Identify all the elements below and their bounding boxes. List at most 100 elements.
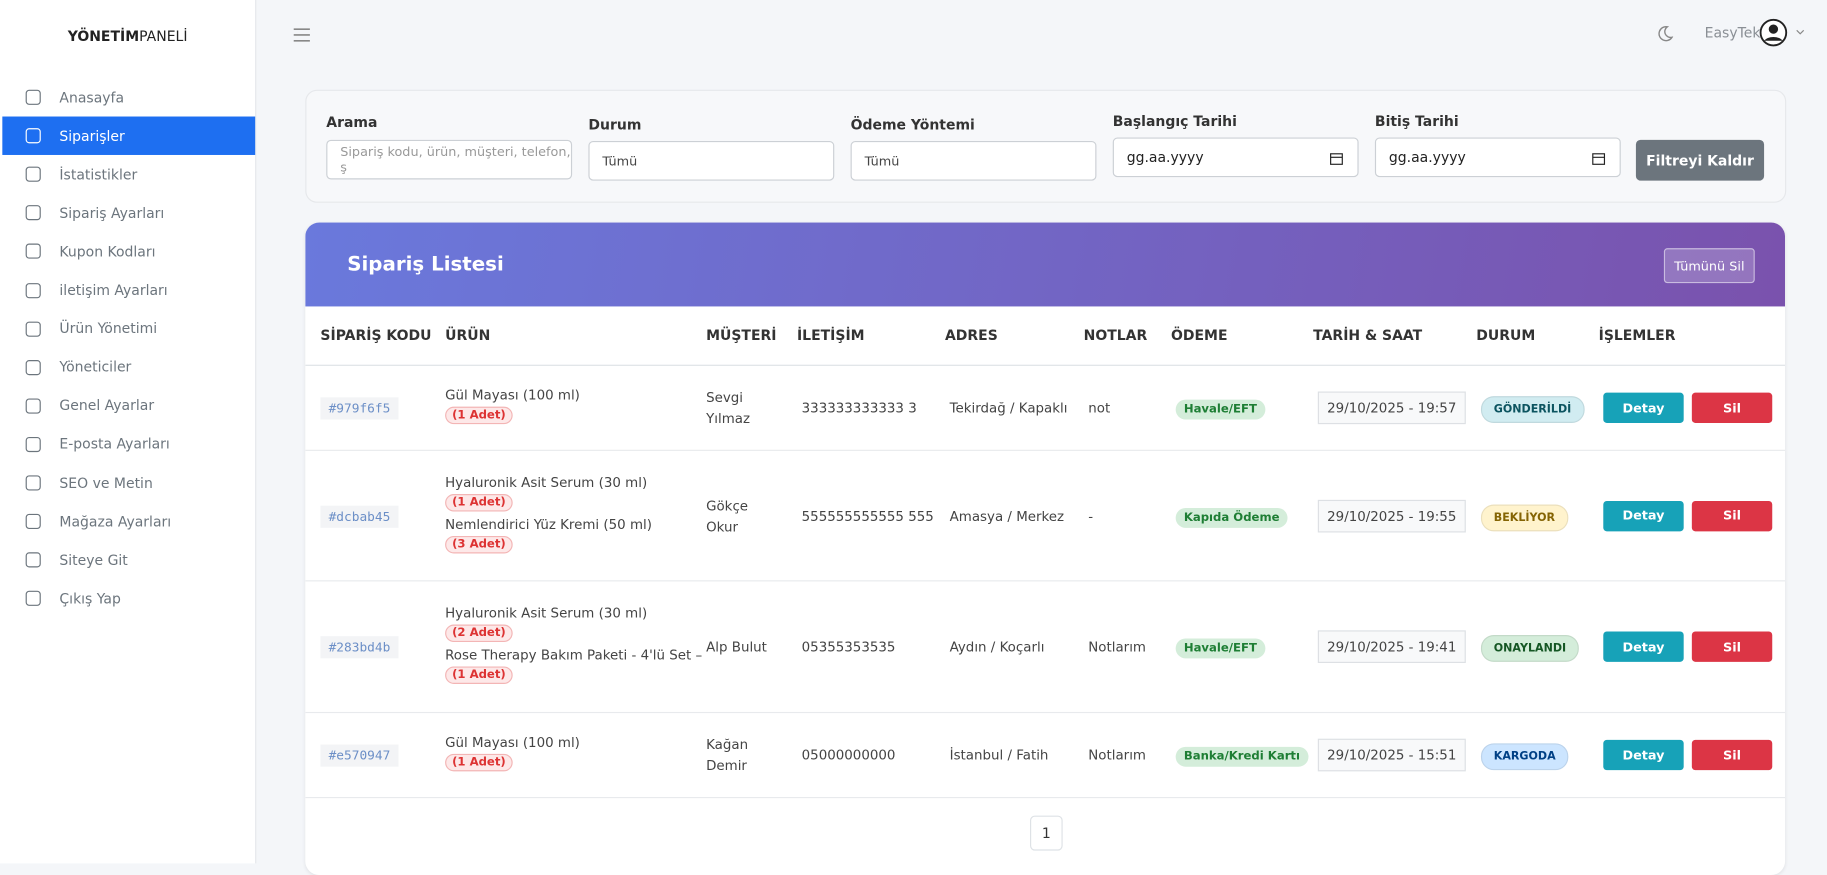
start-date[interactable]: gg.aa.yyyy: [1112, 137, 1359, 178]
menu-item[interactable]: iletişim Ayarları: [2, 271, 255, 309]
detail-button[interactable]: Detay: [1603, 500, 1684, 531]
search-label: Arama: [326, 114, 378, 131]
menu-item[interactable]: E-posta Ayarları: [2, 425, 255, 463]
payment-badge: Kapıda Ödeme: [1175, 507, 1288, 528]
menu-label[interactable]: İstatistikler: [59, 166, 138, 183]
menu-label[interactable]: Siparişler: [59, 127, 125, 145]
order-code[interactable]: #e570947: [320, 744, 399, 767]
menu-item[interactable]: Sipariş Ayarları: [2, 194, 255, 232]
menu-item[interactable]: SEO ve Metin: [2, 464, 255, 502]
menu-label[interactable]: Kupon Kodları: [59, 243, 156, 260]
detail-button[interactable]: Detay: [1603, 392, 1684, 423]
menu-icon: [25, 398, 41, 414]
menu-label[interactable]: Çıkış Yap: [59, 590, 121, 607]
menu-label[interactable]: Siteye Git: [59, 551, 128, 569]
menu-label[interactable]: SEO ve Metin: [59, 474, 153, 492]
cell: KARGODA: [1480, 743, 1603, 771]
menu-label[interactable]: Ürün Yönetimi: [59, 320, 158, 337]
column-header: DURUM: [1476, 327, 1536, 344]
customer: Gökçe Okur: [706, 496, 749, 535]
menu-item[interactable]: İstatistikler: [2, 155, 255, 193]
address: Tekirdağ / Kapaklı: [949, 399, 1068, 416]
order-table: Sipariş Listesi Tümünü Sil SİPARİŞ KODU Ü…: [305, 222, 1786, 875]
end-date[interactable]: gg.aa.yyyy: [1374, 137, 1621, 178]
delete-button[interactable]: Sil: [1691, 500, 1773, 531]
column-header: ADRES: [944, 327, 998, 344]
payment-badge: Banka/Kredi Kartı: [1175, 746, 1309, 767]
table-row: #979f6f5 Gül Mayası (100 ml) (1 Adet) Sevgi…: [305, 366, 1786, 451]
menu-label[interactable]: E-posta Ayarları: [59, 436, 170, 453]
cell: ONAYLANDI: [1480, 635, 1603, 662]
cell: Hyaluronik Asit Serum (30 ml) (1 Adet) Nem…: [445, 474, 706, 558]
status-badge: KARGODA: [1480, 743, 1569, 771]
detail-button[interactable]: Detay: [1603, 739, 1684, 771]
menu-label[interactable]: Genel Ayarlar: [59, 397, 155, 414]
menu-item[interactable]: Çıkış Yap: [2, 579, 255, 617]
menu-label[interactable]: iletişim Ayarları: [59, 281, 168, 299]
payment-badge: Havale/EFT: [1175, 638, 1266, 659]
user-name[interactable]: EasyTek: [1704, 24, 1761, 41]
payment-badge: Havale/EFT: [1175, 399, 1266, 420]
menu-item[interactable]: Siteye Git: [2, 541, 255, 579]
search-input[interactable]: Sipariş kodu, ürün, müşteri, telefon, ş: [326, 139, 573, 180]
brand-bold: YÖNETİM: [67, 27, 140, 45]
notes: Notlarım: [1088, 638, 1146, 655]
menu-icon: [25, 552, 41, 568]
delete-all-button[interactable]: Tümünü Sil: [1663, 248, 1755, 284]
cell: 29/10/2025 - 19:55: [1317, 499, 1481, 532]
clear-filter-button[interactable]: Filtreyi Kaldır: [1635, 139, 1765, 181]
menu-icon: [25, 436, 41, 452]
product-qty: (2 Adet): [445, 624, 513, 643]
menu-item[interactable]: Genel Ayarlar: [2, 387, 255, 425]
menu-label[interactable]: Sipariş Ayarları: [59, 204, 165, 222]
menu-icon: [25, 205, 41, 221]
order-code[interactable]: #283bd4b: [320, 636, 399, 659]
menu-item[interactable]: Mağaza Ayarları: [2, 502, 255, 540]
page-button[interactable]: 1: [1030, 815, 1063, 851]
address: Amasya / Merkez: [949, 507, 1065, 524]
theme-toggle[interactable]: [1657, 26, 1674, 42]
menu-item[interactable]: Yöneticiler: [2, 348, 255, 386]
delete-button[interactable]: Sil: [1691, 392, 1773, 423]
cell: Detay Sil: [1603, 631, 1780, 662]
delete-button[interactable]: Sil: [1691, 739, 1773, 771]
calendar-icon: [1592, 153, 1606, 165]
status-select[interactable]: Tümü: [588, 140, 835, 181]
phone: 555555555555 555: [801, 507, 934, 524]
detail-button[interactable]: Detay: [1603, 631, 1684, 662]
calendar-icon: [1330, 153, 1343, 165]
status-badge: GÖNDERİLDİ: [1480, 396, 1585, 423]
menu-toggle[interactable]: [293, 28, 310, 42]
notes: not: [1088, 399, 1111, 416]
menu-label[interactable]: Anasayfa: [59, 89, 125, 106]
table-header: Sipariş Listesi Tümünü Sil: [305, 222, 1786, 307]
table-row: #e570947 Gül Mayası (100 ml) (1 Adet) Kağan…: [305, 713, 1786, 799]
menu-item[interactable]: Siparişler: [2, 116, 256, 156]
product-name: Gül Mayası (100 ml): [445, 386, 580, 404]
menu-label[interactable]: Yöneticiler: [59, 359, 132, 376]
product-qty: (1 Adet): [445, 753, 513, 772]
cell: Hyaluronik Asit Serum (30 ml) (2 Adet) Ros…: [445, 605, 706, 689]
customer: Kağan Demir: [706, 736, 749, 774]
brand-light: PANELİ: [139, 27, 188, 45]
menu-label[interactable]: Mağaza Ayarları: [59, 513, 172, 530]
menu-item[interactable]: Kupon Kodları: [2, 232, 255, 270]
cell: Havale/EFT: [1175, 638, 1318, 659]
address: Aydın / Koçarlı: [949, 638, 1045, 655]
delete-button[interactable]: Sil: [1691, 631, 1773, 662]
user-avatar[interactable]: [1758, 17, 1805, 47]
order-code[interactable]: #979f6f5: [320, 397, 399, 420]
payment-select[interactable]: Tümü: [850, 140, 1097, 181]
menu-item[interactable]: Anasayfa: [2, 78, 255, 116]
product-name: Hyaluronik Asit Serum (30 ml): [445, 473, 648, 490]
cell: #e570947: [320, 744, 445, 767]
menu-icon: [25, 89, 41, 105]
order-date: 29/10/2025 - 15:51: [1317, 738, 1466, 772]
order-code[interactable]: #dcbab45: [320, 505, 399, 528]
column-header: MÜŞTERİ: [706, 327, 777, 344]
table-title: Sipariş Listesi: [347, 252, 504, 277]
menu-item[interactable]: Ürün Yönetimi: [2, 309, 255, 347]
order-date: 29/10/2025 - 19:55: [1317, 499, 1466, 532]
cell: #dcbab45: [320, 505, 445, 528]
